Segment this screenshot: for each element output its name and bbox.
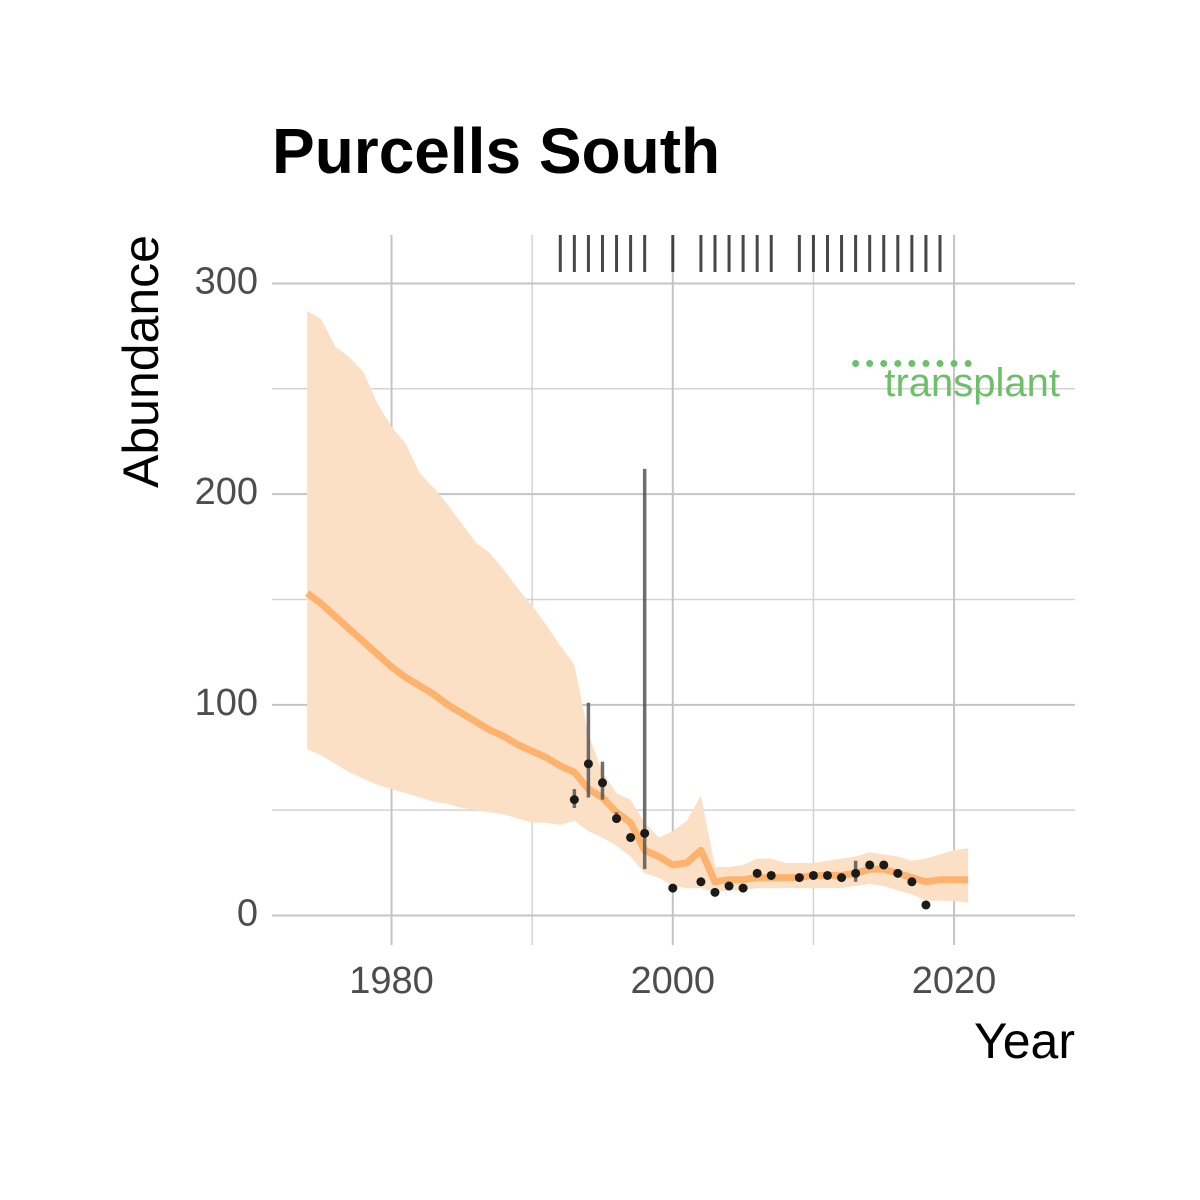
observed-point — [738, 883, 748, 893]
observed-point — [837, 873, 847, 883]
transplant-dot — [936, 360, 944, 368]
observed-point — [808, 870, 818, 880]
observed-point — [794, 873, 804, 883]
transplant-dot — [852, 360, 860, 368]
transplant-dot — [950, 360, 958, 368]
observed-point — [865, 860, 875, 870]
observed-point — [766, 870, 776, 880]
observed-point — [851, 868, 861, 878]
observed-point — [879, 860, 889, 870]
y-tick-label: 100 — [195, 682, 258, 724]
observed-point — [640, 828, 650, 838]
observed-point — [569, 795, 579, 805]
observed-point — [907, 877, 917, 887]
observed-point — [893, 868, 903, 878]
x-tick-label: 2020 — [912, 960, 997, 1002]
transplant-dot — [964, 360, 972, 368]
x-axis-title: Year — [974, 1013, 1075, 1069]
observed-point — [724, 881, 734, 891]
x-tick-label: 2000 — [631, 960, 716, 1002]
transplant-dot — [922, 360, 930, 368]
observed-point — [822, 870, 832, 880]
chart-title: Purcells South — [272, 115, 720, 187]
observed-point — [626, 833, 636, 843]
observed-point — [696, 877, 706, 887]
ribbon — [307, 310, 969, 903]
y-tick-label: 200 — [195, 471, 258, 513]
y-tick-label: 300 — [195, 260, 258, 302]
observed-point — [597, 778, 607, 788]
transplant-dot — [880, 360, 888, 368]
y-axis-title: Abundance — [113, 235, 169, 488]
observed-point — [668, 883, 678, 893]
x-tick-label: 1980 — [349, 960, 434, 1002]
observed-point — [583, 759, 593, 769]
transplant-dot — [908, 360, 916, 368]
observed-point — [752, 868, 762, 878]
y-tick-label: 0 — [237, 893, 258, 935]
observed-point — [612, 814, 622, 824]
observed-point — [921, 900, 931, 910]
observed-point — [710, 887, 720, 897]
transplant-dot — [866, 360, 874, 368]
annotation-label: transplant — [884, 361, 1060, 405]
transplant-dot — [894, 360, 902, 368]
